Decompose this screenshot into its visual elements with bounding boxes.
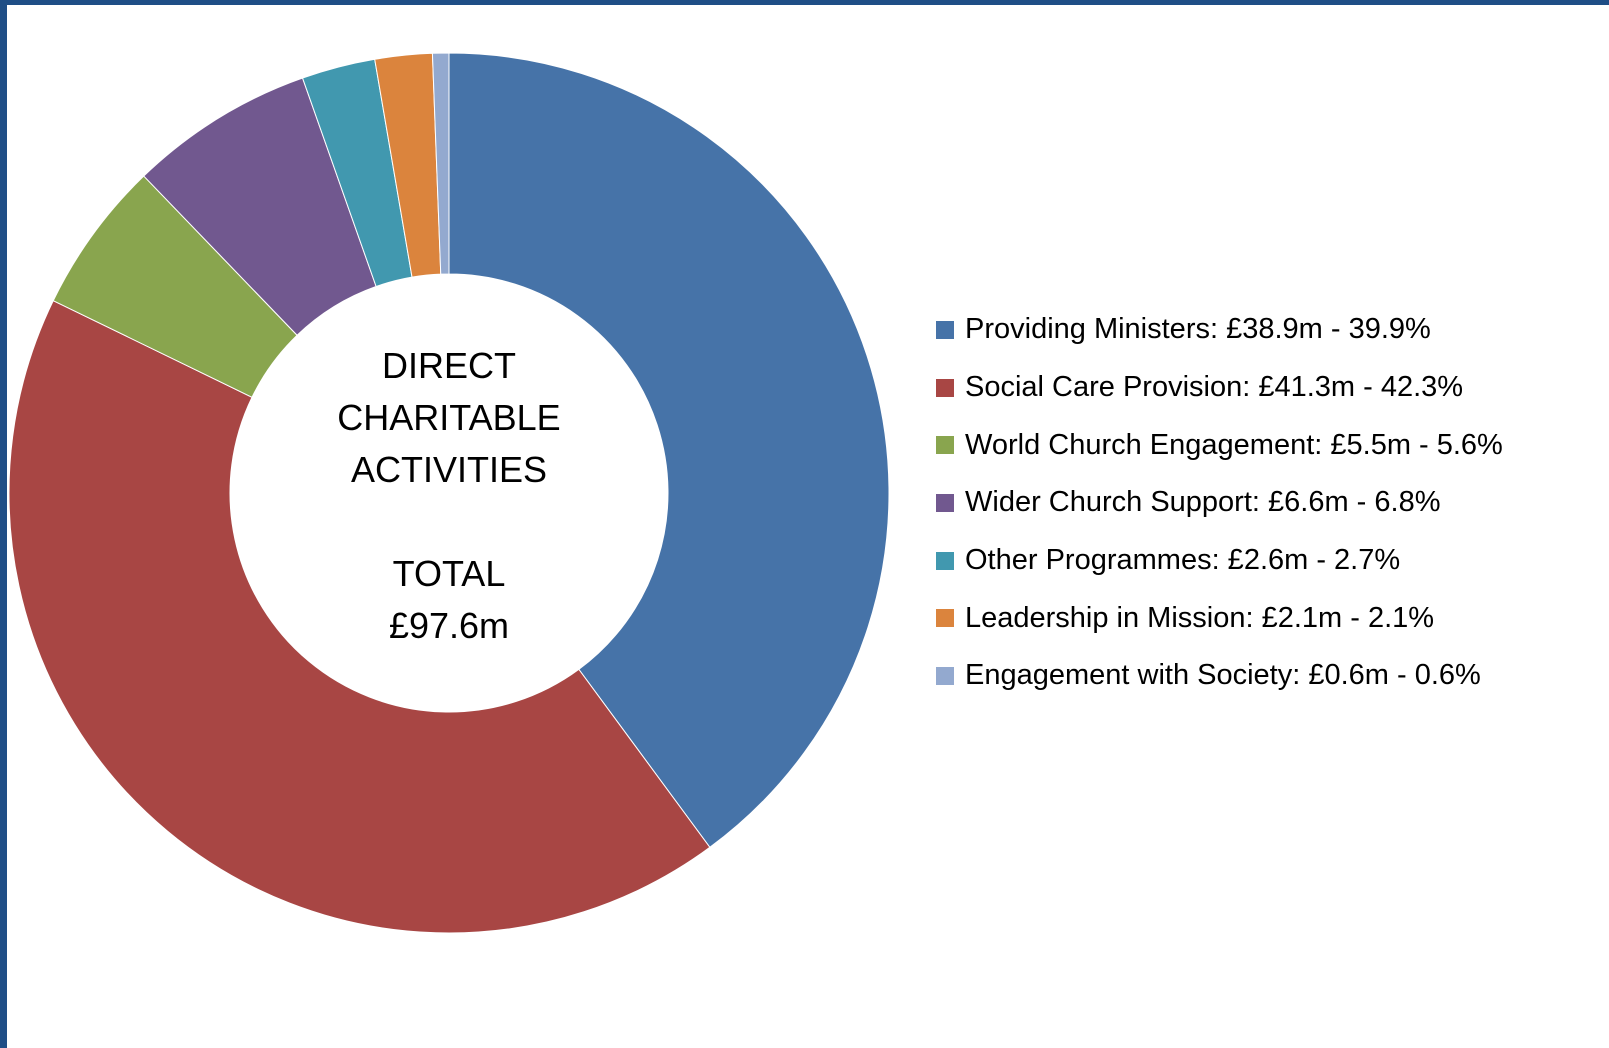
center-label-line-5: TOTAL bbox=[393, 553, 506, 594]
legend-swatch bbox=[936, 493, 954, 512]
chart-legend: Providing Ministers: £38.9m - 39.9% Soci… bbox=[936, 301, 1503, 705]
donut-slice-social-care-provision bbox=[8, 300, 711, 934]
legend-item: Providing Ministers: £38.9m - 39.9% bbox=[936, 301, 1503, 359]
legend-item: Social Care Provision: £41.3m - 42.3% bbox=[936, 359, 1503, 417]
legend-label: Social Care Provision: £41.3m - 42.3% bbox=[965, 371, 1464, 404]
legend-label: Wider Church Support: £6.6m - 6.8% bbox=[965, 486, 1441, 519]
donut-slice-providing-ministers bbox=[448, 52, 890, 849]
legend-label: Other Programmes: £2.6m - 2.7% bbox=[965, 544, 1401, 577]
legend-swatch bbox=[936, 609, 954, 628]
donut-slice-engagement-with-society bbox=[431, 52, 450, 275]
legend-swatch bbox=[936, 436, 954, 455]
legend-swatch bbox=[936, 320, 954, 339]
legend-swatch bbox=[936, 666, 954, 685]
legend-item: Wider Church Support: £6.6m - 6.8% bbox=[936, 474, 1503, 532]
center-label-line-3: ACTIVITIES bbox=[351, 449, 547, 490]
center-label-line-1: DIRECT bbox=[382, 345, 516, 386]
legend-swatch bbox=[936, 551, 954, 570]
legend-swatch bbox=[936, 378, 954, 397]
legend-item: Leadership in Mission: £2.1m - 2.1% bbox=[936, 589, 1503, 647]
donut-slices bbox=[8, 52, 890, 934]
legend-label: Leadership in Mission: £2.1m - 2.1% bbox=[965, 601, 1435, 634]
center-label-line-6: £97.6m bbox=[389, 605, 509, 646]
legend-item: World Church Engagement: £5.5m - 5.6% bbox=[936, 416, 1503, 474]
legend-label: Engagement with Society: £0.6m - 0.6% bbox=[965, 659, 1481, 692]
legend-label: Providing Ministers: £38.9m - 39.9% bbox=[965, 313, 1431, 346]
center-label-line-2: CHARITABLE bbox=[337, 397, 560, 438]
legend-label: World Church Engagement: £5.5m - 5.6% bbox=[965, 428, 1503, 461]
legend-item: Engagement with Society: £0.6m - 0.6% bbox=[936, 647, 1503, 705]
legend-item: Other Programmes: £2.6m - 2.7% bbox=[936, 532, 1503, 590]
